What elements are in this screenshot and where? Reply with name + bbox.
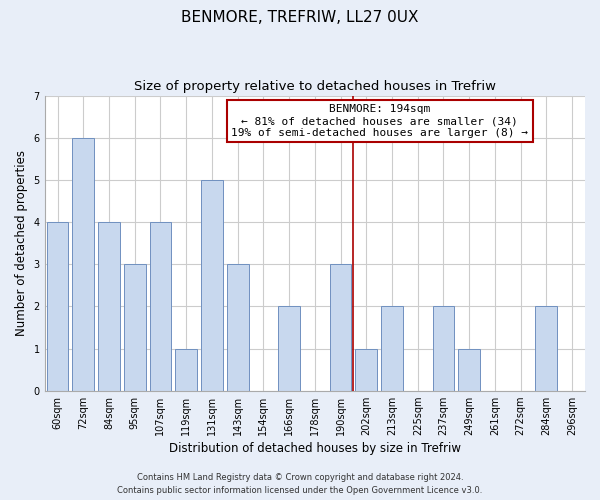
Text: BENMORE, TREFRIW, LL27 0UX: BENMORE, TREFRIW, LL27 0UX [181,10,419,25]
Bar [458,348,480,391]
X-axis label: Distribution of detached houses by size in Trefriw: Distribution of detached houses by size … [169,442,461,455]
Y-axis label: Number of detached properties: Number of detached properties [15,150,28,336]
Bar [124,264,146,390]
Bar [175,348,197,391]
Text: BENMORE: 194sqm
← 81% of detached houses are smaller (34)
19% of semi-detached h: BENMORE: 194sqm ← 81% of detached houses… [231,104,528,138]
Text: Contains HM Land Registry data © Crown copyright and database right 2024.
Contai: Contains HM Land Registry data © Crown c… [118,473,482,495]
Bar [98,222,120,390]
Bar [278,306,300,390]
Bar [355,348,377,391]
Bar [149,222,172,390]
Bar [381,306,403,390]
Title: Size of property relative to detached houses in Trefriw: Size of property relative to detached ho… [134,80,496,93]
Bar [73,138,94,390]
Bar [535,306,557,390]
Bar [47,222,68,390]
Bar [227,264,248,390]
Bar [201,180,223,390]
Bar [433,306,454,390]
Bar [329,264,352,390]
